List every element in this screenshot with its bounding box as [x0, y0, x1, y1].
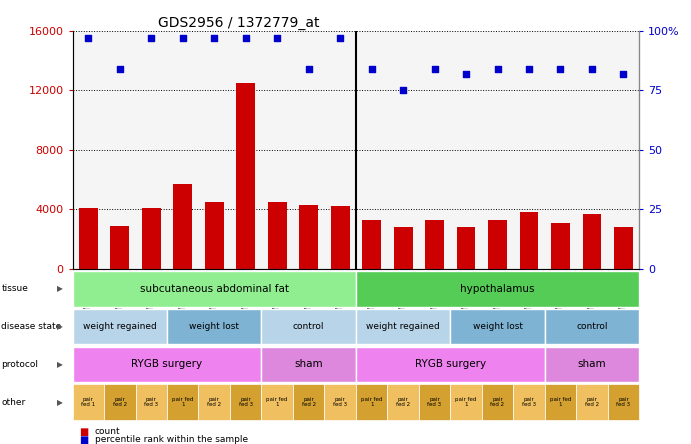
- Text: ▶: ▶: [57, 284, 63, 293]
- Text: control: control: [576, 322, 607, 331]
- Text: pair
fed 3: pair fed 3: [333, 396, 347, 408]
- Bar: [362, 220, 381, 269]
- Bar: [111, 226, 129, 269]
- Point: [429, 66, 440, 73]
- Point: [177, 35, 188, 42]
- Text: ■: ■: [79, 435, 88, 444]
- Text: weight regained: weight regained: [366, 322, 440, 331]
- Text: pair
fed 2: pair fed 2: [396, 396, 410, 408]
- Text: RYGB surgery: RYGB surgery: [131, 359, 202, 369]
- Bar: [173, 184, 192, 269]
- Text: pair
fed 2: pair fed 2: [491, 396, 504, 408]
- Text: weight regained: weight regained: [83, 322, 157, 331]
- Point: [334, 35, 346, 42]
- Text: pair
fed 3: pair fed 3: [238, 396, 253, 408]
- Point: [555, 66, 566, 73]
- Text: pair
fed 2: pair fed 2: [301, 396, 316, 408]
- Text: protocol: protocol: [1, 360, 39, 369]
- Point: [618, 70, 629, 77]
- Bar: [520, 212, 538, 269]
- Text: weight lost: weight lost: [473, 322, 522, 331]
- Point: [524, 66, 535, 73]
- Bar: [236, 83, 255, 269]
- Text: pair
fed 2: pair fed 2: [113, 396, 127, 408]
- Bar: [488, 220, 507, 269]
- Text: pair fed
1: pair fed 1: [172, 396, 193, 408]
- Point: [272, 35, 283, 42]
- Bar: [331, 206, 350, 269]
- Text: pair
fed 3: pair fed 3: [144, 396, 158, 408]
- Bar: [394, 227, 413, 269]
- Point: [587, 66, 598, 73]
- Bar: [267, 202, 287, 269]
- Point: [460, 70, 471, 77]
- Text: ▶: ▶: [57, 360, 63, 369]
- Point: [83, 35, 94, 42]
- Bar: [457, 227, 475, 269]
- Bar: [583, 214, 601, 269]
- Bar: [299, 205, 318, 269]
- Text: tissue: tissue: [1, 284, 28, 293]
- Bar: [79, 208, 97, 269]
- Text: count: count: [95, 427, 120, 436]
- Text: pair
fed 3: pair fed 3: [616, 396, 630, 408]
- Point: [366, 66, 377, 73]
- Text: percentile rank within the sample: percentile rank within the sample: [95, 435, 248, 444]
- Text: pair
fed 2: pair fed 2: [585, 396, 599, 408]
- Point: [303, 66, 314, 73]
- Text: pair fed
1: pair fed 1: [361, 396, 382, 408]
- Text: sham: sham: [294, 359, 323, 369]
- Text: pair fed
1: pair fed 1: [267, 396, 288, 408]
- Text: RYGB surgery: RYGB surgery: [415, 359, 486, 369]
- Bar: [614, 227, 633, 269]
- Point: [492, 66, 503, 73]
- Text: hypothalamus: hypothalamus: [460, 284, 535, 294]
- Text: weight lost: weight lost: [189, 322, 239, 331]
- Text: subcutaneous abdominal fat: subcutaneous abdominal fat: [140, 284, 289, 294]
- Point: [397, 87, 408, 94]
- Text: pair fed
1: pair fed 1: [455, 396, 477, 408]
- Bar: [551, 222, 570, 269]
- Text: control: control: [293, 322, 324, 331]
- Bar: [425, 220, 444, 269]
- Point: [240, 35, 252, 42]
- Text: pair
fed 2: pair fed 2: [207, 396, 221, 408]
- Text: ▶: ▶: [57, 397, 63, 407]
- Text: ▶: ▶: [57, 322, 63, 331]
- Bar: [142, 208, 161, 269]
- Point: [209, 35, 220, 42]
- Text: disease state: disease state: [1, 322, 61, 331]
- Text: pair
fed 3: pair fed 3: [522, 396, 536, 408]
- Bar: [205, 202, 224, 269]
- Text: pair
fed 3: pair fed 3: [428, 396, 442, 408]
- Text: GDS2956 / 1372779_at: GDS2956 / 1372779_at: [158, 16, 319, 30]
- Text: pair fed
1: pair fed 1: [550, 396, 571, 408]
- Text: pair
fed 1: pair fed 1: [82, 396, 95, 408]
- Point: [114, 66, 125, 73]
- Text: sham: sham: [578, 359, 606, 369]
- Text: other: other: [1, 397, 26, 407]
- Point: [146, 35, 157, 42]
- Text: ■: ■: [79, 427, 88, 436]
